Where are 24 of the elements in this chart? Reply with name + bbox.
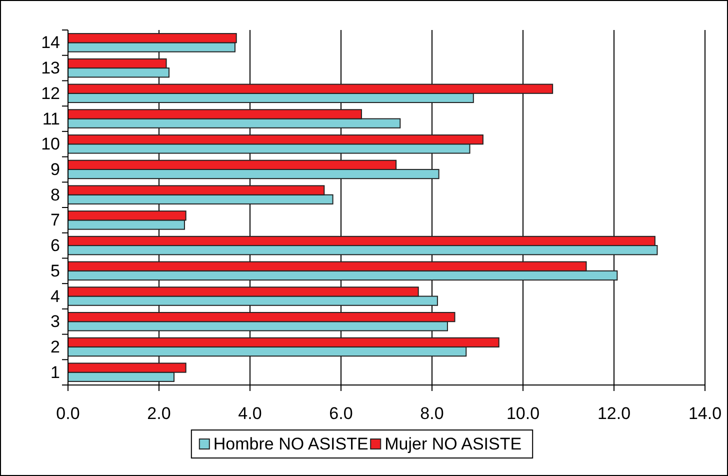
x-tick-label: 12.0 [597, 404, 631, 423]
y-tick-label: 3 [50, 312, 60, 332]
y-tick-label: 13 [41, 58, 60, 78]
y-tick-label: 6 [50, 236, 60, 256]
x-tick-label: 10.0 [506, 404, 540, 423]
x-tick-label: 0.0 [56, 404, 80, 423]
x-tick-label: 4.0 [238, 404, 262, 423]
x-tick-label: 8.0 [420, 404, 444, 423]
y-tick-label: 11 [42, 109, 60, 128]
y-tick-label: 10 [41, 134, 60, 154]
y-tick-label: 5 [50, 261, 60, 280]
y-tick-label: 12 [41, 84, 60, 103]
y-tick-label: 4 [50, 286, 60, 306]
x-tick-label: 2.0 [147, 404, 171, 423]
y-tick-label: 8 [50, 185, 60, 204]
y-tick-label: 14 [41, 33, 60, 52]
x-tick-label: 14.0 [688, 404, 722, 423]
y-tick-label: 1 [50, 362, 60, 382]
x-tick-label: 6.0 [329, 404, 353, 423]
y-tick-label: 2 [50, 337, 60, 356]
legend-label: Hombre NO ASISTE [213, 434, 368, 454]
legend-label: Mujer NO ASISTE [384, 434, 522, 454]
y-tick-label: 7 [50, 210, 60, 230]
y-tick-label: 9 [50, 160, 60, 179]
